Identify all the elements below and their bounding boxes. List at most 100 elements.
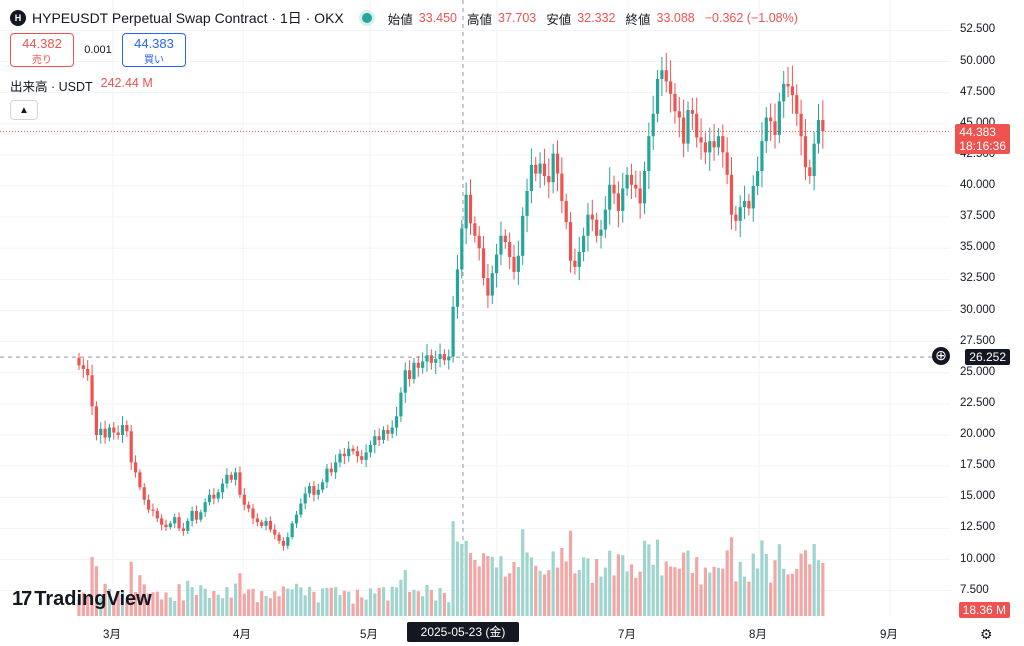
volume-bar [756,568,760,616]
candle-body [447,356,451,361]
price-tick-label: 30.000 [960,303,996,316]
candle-body [512,256,516,272]
volume-bar [712,567,716,616]
volume-bar [638,571,642,616]
volume-bar [603,567,607,616]
close-value: 33.088 [656,11,695,25]
candle-body [586,214,590,236]
last-price-value: 44.383 [959,125,996,139]
volume-bar [447,602,451,616]
candle-body [803,136,808,168]
volume-bar [451,521,455,616]
volume-bar [438,588,442,616]
candle-body [590,214,594,220]
candle-body [599,229,603,236]
volume-bar [277,596,281,616]
symbol-title[interactable]: HYPEUSDT Perpetual Swap Contract · 1日 · … [32,10,344,26]
volume-bar [560,548,564,616]
volume-bar [203,588,207,616]
time-tick-label: 8月 [749,629,767,641]
tradingview-wordmark: TradingView [34,588,152,610]
volume-bar [281,586,286,616]
volume-bar [408,591,412,616]
volume-bar [329,587,333,616]
volume-total: 242.44 M [100,76,153,90]
volume-bar [399,579,403,616]
candle-body [573,260,577,267]
volume-bar [290,589,294,616]
volume-bar [360,597,364,616]
candle-body [147,499,151,510]
candle-body [381,430,386,440]
candle-body [212,494,216,499]
spread-value: 0.001 [84,44,112,56]
candle-body [742,200,747,208]
buy-button[interactable]: 44.383 買い [122,33,186,67]
volume-bar [812,544,816,616]
candle-body [655,78,660,114]
candle-body [242,494,246,505]
volume-bar [642,540,647,616]
candle-body [812,143,816,177]
volume-bar [181,600,185,616]
settings-gear-icon[interactable]: ⚙ [980,626,993,642]
open-value: 33.450 [418,11,457,25]
volume-bar [725,550,729,616]
candle-body [486,278,490,296]
volume-bar [542,574,547,616]
candle-body [94,406,98,435]
buy-price: 44.383 [134,36,174,51]
low-label: 安値 [546,12,572,27]
candle-body [464,194,468,229]
candle-body [390,427,394,434]
add-alert-icon[interactable]: ⊕ [932,347,950,365]
candle-body [438,354,442,360]
candle-body [142,487,146,500]
candle-body [529,164,533,191]
sell-button[interactable]: 44.382 売り [10,33,74,67]
candle-body [503,235,507,243]
change-value: −0.362 (−1.08%) [704,11,798,25]
volume-bar [699,584,703,616]
candle-body [621,188,625,211]
volume-bar [103,583,107,616]
candle-body [699,137,703,143]
collapse-legend-button[interactable]: ▲ [10,100,38,120]
candle-body [373,436,377,445]
volume-bar [512,562,516,616]
volume-bar [586,558,590,616]
candle-body [342,453,346,457]
volume-bar [673,567,677,616]
volume-bar [99,597,103,616]
volume-bar [538,570,542,616]
price-tick-label: 12.500 [960,521,996,534]
candle-body [725,152,729,175]
price-tick-label: 22.500 [960,396,996,409]
candle-body [234,472,238,480]
candle-body [616,193,620,211]
candle-body [634,184,638,189]
candle-body [468,194,473,224]
candle-body [473,223,477,236]
volume-bar [621,555,625,616]
price-tick-label: 10.000 [960,552,996,565]
candle-body [508,242,512,257]
candle-body [816,120,821,144]
volume-bar [194,595,199,616]
price-tick-label: 35.000 [960,241,996,254]
volume-bar [133,592,138,616]
candle-body [490,273,494,296]
price-tick-label: 20.000 [960,428,996,440]
candle-body [729,174,734,215]
tradingview-logo[interactable]: 17 TradingView [12,588,152,611]
volume-bar [647,544,651,616]
volume-bar [564,561,568,616]
volume-bar [355,589,359,616]
volume-bar [294,583,299,616]
candle-body [294,514,299,524]
price-tick-label: 27.500 [960,334,996,347]
candle-body [99,428,103,435]
candle-body [764,117,768,142]
volume-bar [468,553,473,616]
